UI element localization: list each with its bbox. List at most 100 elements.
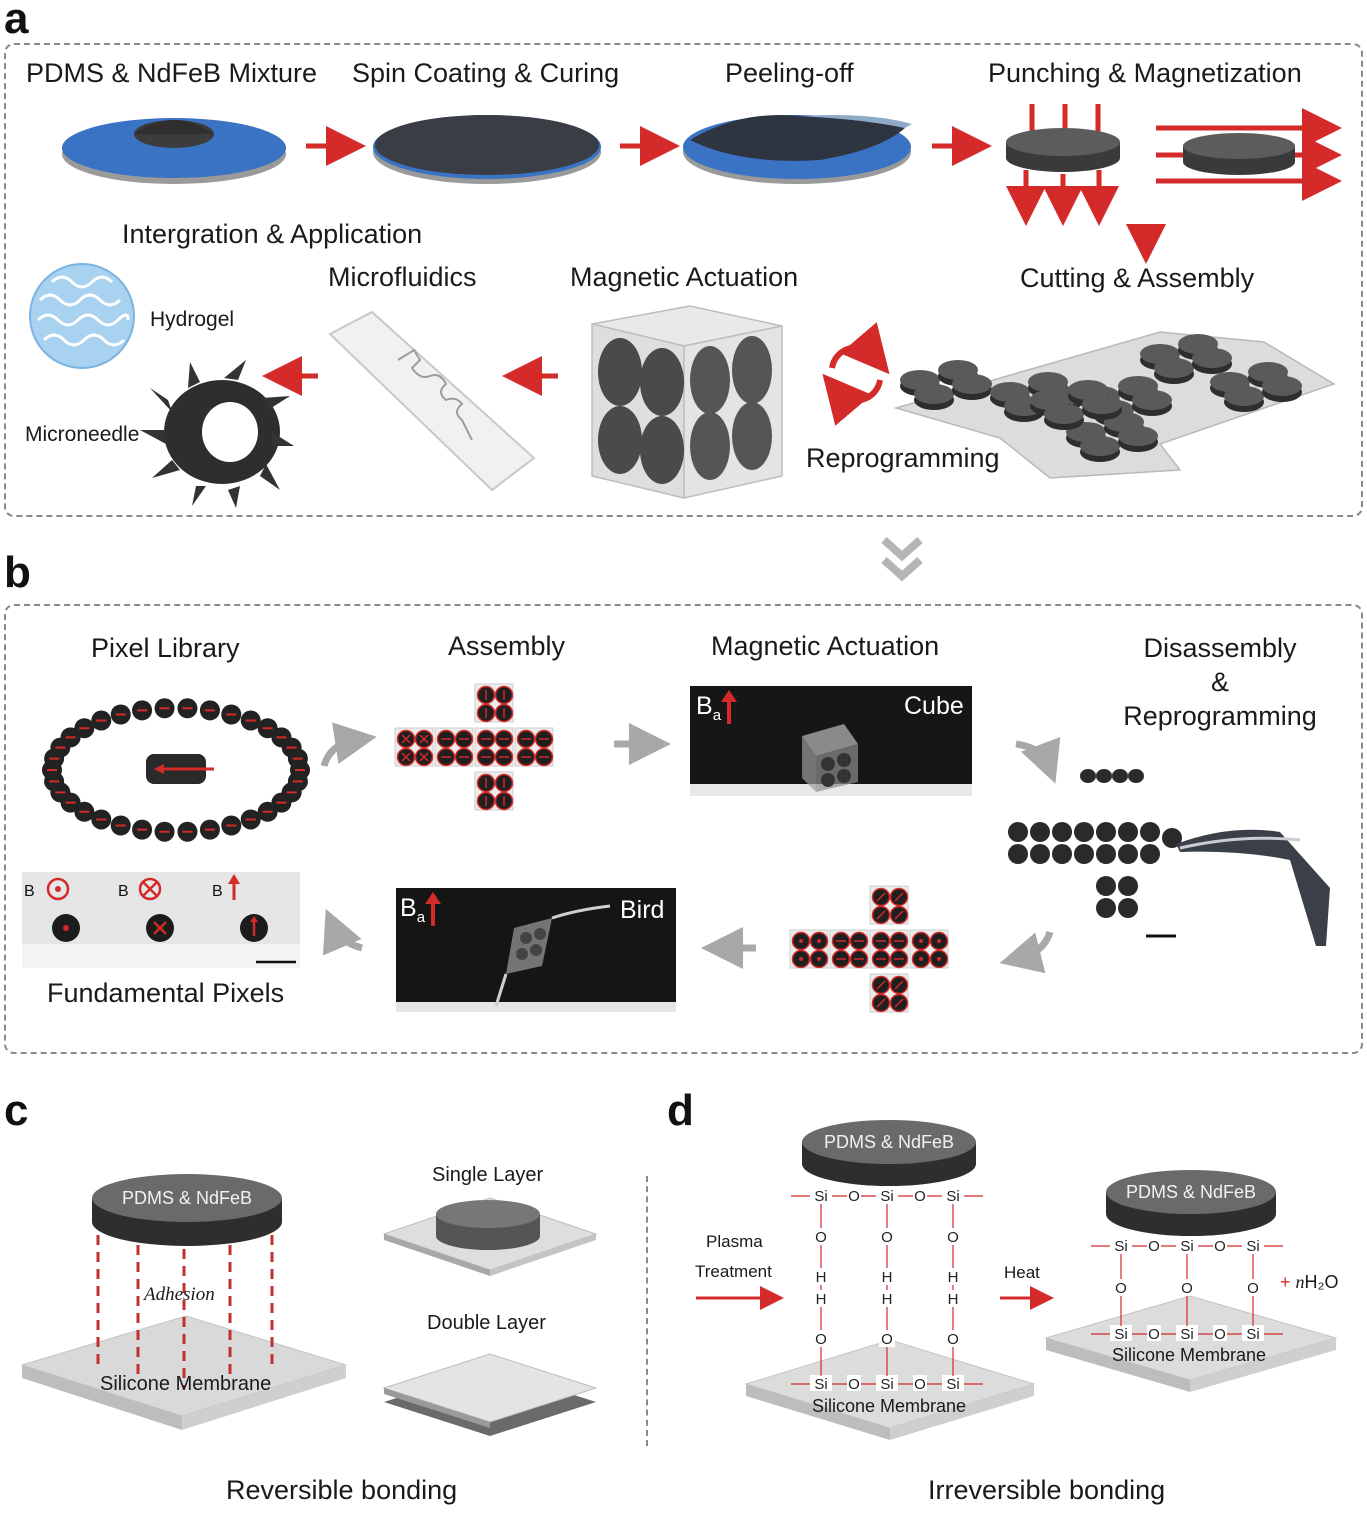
double-layer-label: Double Layer [427,1312,546,1334]
panel-b-grey-arrows [320,722,1061,974]
c-membrane-label: Silicone Membrane [100,1373,272,1395]
panel-d-artwork: PDMS & NdFeB PDMS & NdFeB Si O Si O Si Si O Si O… [696,1120,1338,1440]
svg-text:Si: Si [1180,1238,1193,1255]
svg-text:H: H [882,1269,893,1286]
wafer-peeling [683,115,912,184]
panel-letter-d: d [667,1086,694,1135]
svg-text:Si: Si [1114,1326,1127,1343]
chem-structure-right: Si O Si O Si Si O Si O Si O O O [1091,1237,1283,1343]
microfluidic-chip [328,310,536,492]
panel-letter-c: c [4,1086,29,1135]
bird-field-up-arrow-icon [425,892,441,926]
bird-field-symbol: B [400,894,417,922]
microneedle-label: Microneedle [25,423,140,446]
svg-text:O: O [848,1188,860,1205]
svg-text:Si: Si [1114,1238,1127,1255]
magnetic-actuation-label-a: Magnetic Actuation [570,262,799,292]
step-spin-coating-label: Spin Coating & Curing [352,58,620,88]
svg-text:O: O [1214,1326,1226,1343]
wafer-mixture [62,118,286,184]
irreversible-bonding-caption: Irreversible bonding [928,1475,1166,1505]
cutting-assembly-label: Cutting & Assembly [1020,263,1255,293]
panel-letter-b: b [4,548,31,597]
svg-text:H: H [816,1291,827,1308]
panel-a-frame [4,43,1363,517]
byproduct-plus: + [1280,1272,1291,1292]
step-punching-label: Punching & Magnetization [988,58,1302,88]
hydrogel-label: Hydrogel [150,308,235,331]
pixel-library-ring [42,698,310,842]
bird-actuation-photo [396,888,676,1012]
assembly-label: Assembly [448,631,566,661]
bird-label: Bird [620,896,665,924]
adhesion-label: Adhesion [144,1284,215,1305]
bird-field-label: Ba [400,894,425,926]
svg-text:O: O [815,1331,827,1348]
double-chevron-down-icon [881,537,923,582]
byproduct-n: n [1295,1272,1305,1292]
svg-text:O: O [815,1229,827,1246]
treatment-label: Treatment [695,1262,772,1281]
field-subscript: a [712,707,722,724]
cube-field-label: Ba [696,692,721,724]
svg-text:H: H [948,1269,959,1286]
svg-text:O: O [1181,1280,1193,1297]
step-peeling-label: Peeling-off [725,58,854,88]
reversible-bonding-caption: Reversible bonding [226,1475,458,1505]
panel-letter-a: a [4,0,29,43]
disc-horizontal-magnetization [1156,108,1342,201]
svg-text:O: O [881,1331,893,1348]
wafer-spin-coated [373,115,601,184]
reprogrammed-cross-pattern [789,885,949,1013]
field-symbol: B [696,692,713,720]
d-membrane-right-label: Silicone Membrane [1112,1345,1267,1365]
disassembly-label: Disassembly [1143,633,1297,663]
svg-text:O: O [914,1376,926,1393]
disassembly-photo [1008,769,1330,946]
svg-text:Si: Si [880,1376,893,1393]
cube-field-up-arrow-icon [721,690,737,724]
microneedle-ring [140,360,294,508]
pixel-library-label: Pixel Library [91,633,240,663]
c-disc-label: PDMS & NdFeB [122,1188,252,1208]
disc-vertical-magnetization [1006,104,1120,226]
svg-text:O: O [881,1229,893,1246]
cross-assembly-discs [900,334,1302,462]
byproduct-label: + nH₂O [1280,1272,1339,1293]
svg-text:Si: Si [1246,1326,1259,1343]
cube-actuation-photo [690,686,972,796]
svg-text:O: O [1148,1326,1160,1343]
d-disc-label-right: PDMS & NdFeB [1126,1182,1256,1202]
svg-text:O: O [947,1229,959,1246]
byproduct-formula: H₂O [1304,1272,1339,1292]
assembly-cross-pattern [394,683,554,811]
panel-b-frame [4,604,1363,1054]
integration-title: Intergration & Application [122,219,423,249]
svg-text:O: O [1148,1238,1160,1255]
svg-text:B: B [118,883,129,900]
reprogramming-label-b: Reprogramming [1123,701,1317,731]
svg-text:O: O [947,1331,959,1348]
single-layer-label: Single Layer [432,1164,544,1186]
cube-label: Cube [904,692,964,720]
svg-text:O: O [848,1376,860,1393]
panel-c-artwork: PDMS & NdFeB [20,1174,598,1436]
bird-field-subscript: a [416,909,426,926]
svg-text:O: O [1247,1280,1259,1297]
svg-text:H: H [816,1269,827,1286]
svg-text:Si: Si [880,1188,893,1205]
svg-text:O: O [914,1188,926,1205]
svg-text:Si: Si [946,1188,959,1205]
d-disc-label-left: PDMS & NdFeB [824,1132,954,1152]
svg-text:O: O [1115,1280,1127,1297]
magnetic-actuation-label-b: Magnetic Actuation [711,631,940,661]
svg-text:Si: Si [1180,1326,1193,1343]
ampersand-label: & [1210,667,1229,697]
reprogramming-cycle-icon [822,322,890,426]
fundamental-pixels-art: B B B [24,874,296,964]
step-mixture-label: PDMS & NdFeB Mixture [26,58,318,88]
svg-text:O: O [1214,1238,1226,1255]
d-membrane-left-label: Silicone Membrane [812,1396,967,1416]
svg-text:Si: Si [814,1376,827,1393]
